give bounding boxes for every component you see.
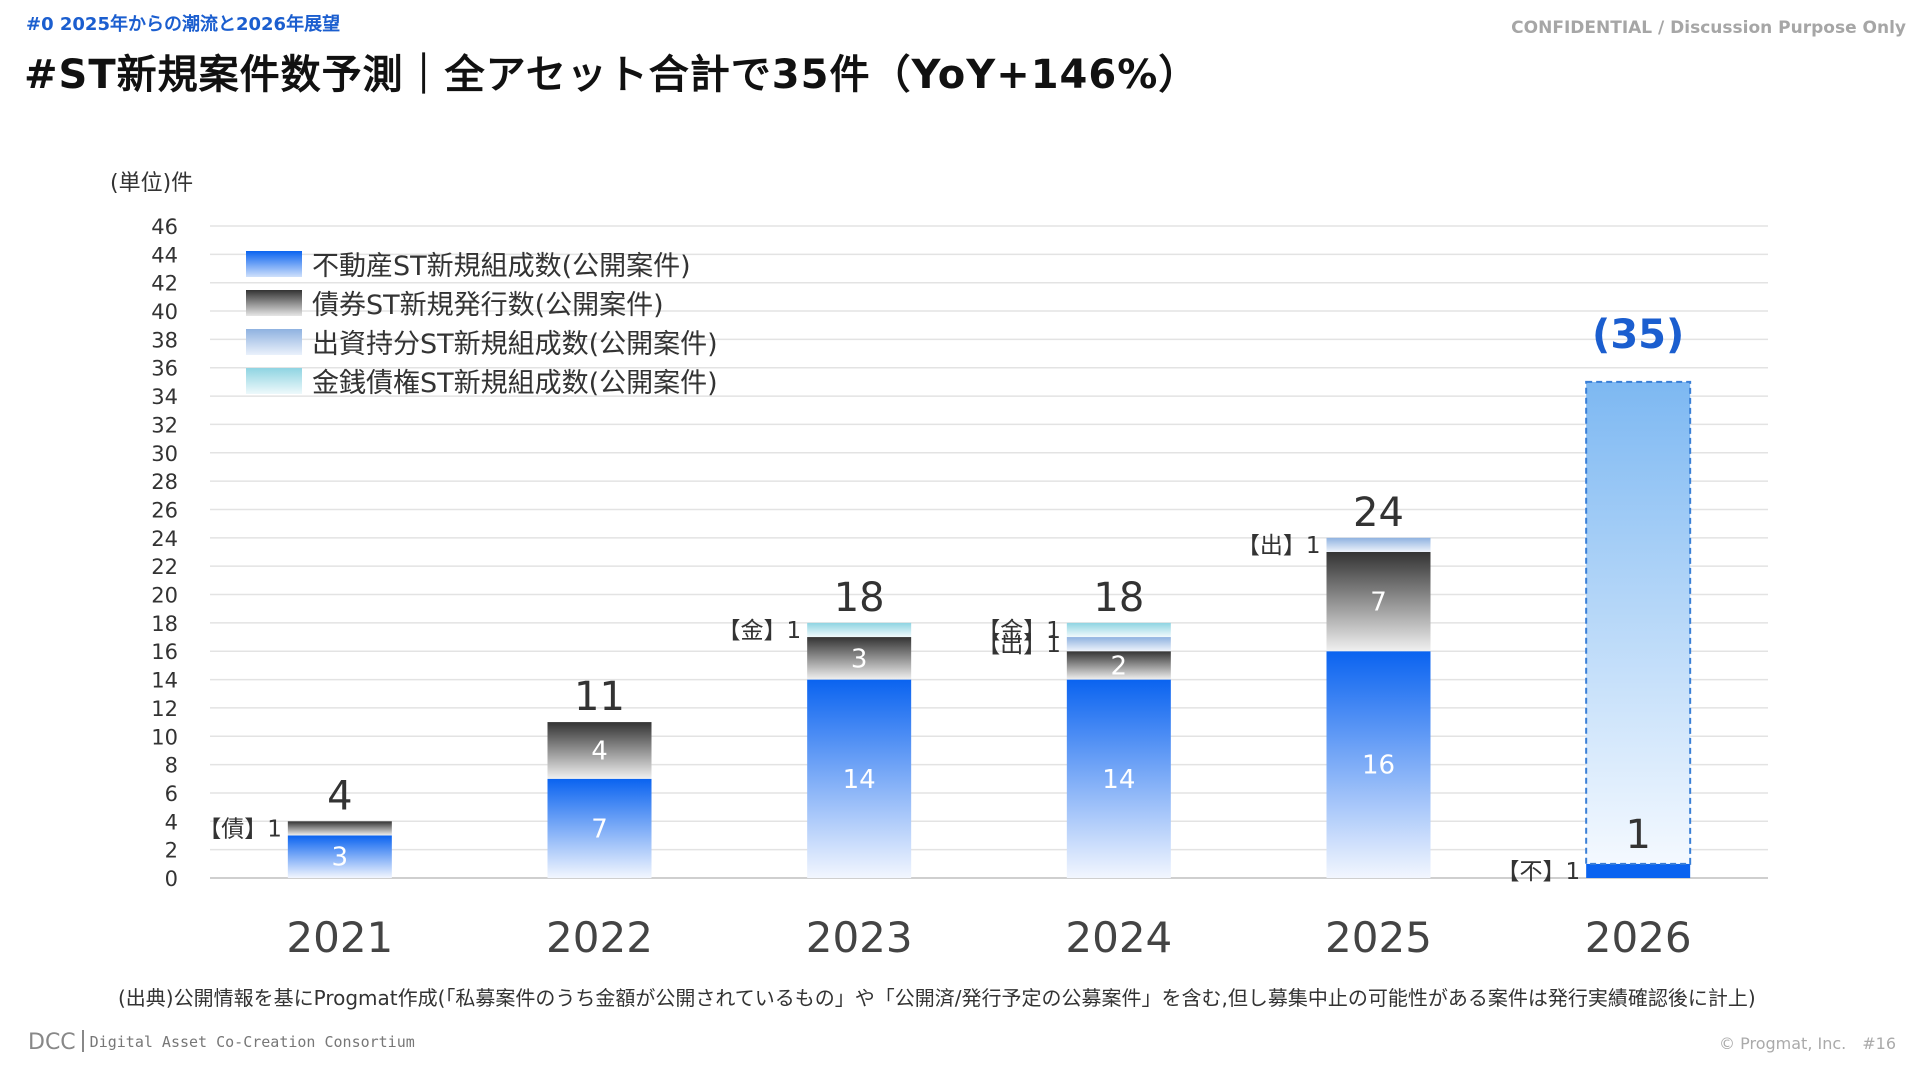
- forecast-bar-2026: [1585, 380, 1692, 865]
- bar-total-label: 4: [327, 773, 352, 819]
- data-labels: 3 7 4 14 3 14 2 16 7 (35) 4 2021 11 2022 18 2023 18 2024 2…: [198, 312, 1691, 962]
- y-tick-label: 8: [165, 754, 178, 778]
- segment-value-label: 7: [1370, 588, 1387, 618]
- y-tick-label: 28: [151, 470, 178, 494]
- legend-swatch-real-estate: [246, 250, 302, 277]
- y-tick-label: 30: [151, 442, 178, 466]
- st-forecast-chart: 0246810121416182022242628303234363840424…: [110, 171, 1768, 962]
- bar-segment-bond-2025: [1326, 552, 1431, 652]
- bar-total-label: 11: [574, 674, 625, 720]
- legend-label: 金銭債権ST新規組成数(公開案件): [312, 368, 718, 399]
- y-tick-label: 20: [151, 584, 178, 608]
- bar-segment-bond-2024: [1066, 651, 1171, 680]
- bar-segment-bond-2021: [287, 821, 392, 836]
- x-tick-label: 2026: [1585, 913, 1692, 962]
- legend-label: 債券ST新規発行数(公開案件): [312, 290, 664, 321]
- x-tick-label: 2023: [806, 913, 913, 962]
- bar-total-label: 18: [834, 575, 885, 621]
- legend-item-real-estate: 不動産ST新規組成数(公開案件): [246, 244, 718, 283]
- bar-segment-equity-2025: [1326, 537, 1431, 552]
- segment-value-label: 14: [1102, 765, 1135, 795]
- forecast-total-label: (35): [1592, 312, 1684, 358]
- x-tick-label: 2021: [286, 913, 393, 962]
- bar-segment-real_estate-2021: [287, 835, 392, 878]
- page-title: #ST新規案件数予測｜全アセット合計で35件（YoY+146%）: [24, 52, 1200, 98]
- bar-segment-real_estate-2025: [1326, 651, 1431, 878]
- bar-segment-bond-2022: [547, 722, 652, 779]
- y-tick-label: 24: [151, 527, 178, 551]
- section-label: #0 2025年からの潮流と2026年展望: [26, 14, 341, 35]
- legend-swatch-bond: [246, 289, 302, 316]
- segment-value-label: 16: [1362, 751, 1395, 781]
- side-label-monetary: 【金】1: [977, 618, 1061, 644]
- dcc-logo: DCC Digital Asset Co-Creation Consortium: [28, 1030, 415, 1055]
- segment-value-label: 3: [332, 843, 349, 873]
- copyright: © Progmat, Inc. #16: [1703, 1034, 1896, 1053]
- legend-item-equity: 出資持分ST新規組成数(公開案件): [246, 322, 718, 361]
- y-tick-label: 40: [151, 300, 178, 324]
- bar-segment-bond-2023: [807, 637, 912, 680]
- bar-total-label: 1: [1625, 812, 1650, 858]
- side-label-equity: 【出】1: [1237, 533, 1321, 559]
- y-tick-label: 32: [151, 413, 178, 437]
- side-label-monetary: 【金】1: [718, 618, 802, 644]
- y-tick-label: 14: [151, 669, 178, 693]
- y-tick-label: 42: [151, 272, 178, 296]
- y-tick-label: 26: [151, 498, 178, 522]
- y-tick-label: 18: [151, 612, 178, 636]
- segment-value-label: 3: [851, 644, 868, 674]
- y-tick-label: 6: [165, 782, 178, 806]
- y-unit-label: (単位)件: [110, 171, 193, 196]
- legend-item-bond: 債券ST新規発行数(公開案件): [246, 283, 718, 322]
- y-tick-label: 44: [151, 243, 178, 267]
- bar-segment-monetary-2023: [807, 622, 912, 638]
- bars: [287, 380, 1692, 878]
- y-tick-label: 2: [165, 839, 178, 863]
- y-tick-label: 36: [151, 357, 178, 381]
- copyright-text: © Progmat, Inc.: [1719, 1034, 1847, 1053]
- legend-item-monetary: 金銭債権ST新規組成数(公開案件): [246, 361, 718, 400]
- side-label-equity: 【出】1: [977, 632, 1061, 658]
- y-tick-label: 0: [165, 867, 178, 891]
- y-tick-label: 12: [151, 697, 178, 721]
- legend-swatch-monetary: [246, 367, 302, 394]
- segment-value-label: 7: [591, 814, 608, 844]
- page-number: #16: [1862, 1034, 1896, 1053]
- legend-label: 出資持分ST新規組成数(公開案件): [312, 329, 718, 360]
- logo-short: DCC: [28, 1030, 76, 1055]
- bar-segment-monetary-2024: [1066, 622, 1171, 638]
- y-tick-label: 16: [151, 640, 178, 664]
- bar-segment-real_estate-2022: [547, 778, 652, 878]
- side-label-bond: 【債】1: [198, 816, 282, 842]
- y-tick-label: 22: [151, 555, 178, 579]
- bar-total-label: 18: [1093, 575, 1144, 621]
- side-label-real_estate: 【不】1: [1497, 859, 1581, 885]
- bar-segment-real_estate-2024: [1066, 679, 1171, 878]
- y-tick-label: 4: [165, 810, 178, 834]
- x-tick-label: 2025: [1325, 913, 1432, 962]
- y-tick-label: 34: [151, 385, 178, 409]
- bar-total-label: 24: [1353, 490, 1404, 536]
- bar-segment-equity-2024: [1066, 637, 1171, 652]
- bar-segment-real_estate-2023: [807, 679, 912, 878]
- segment-value-label: 4: [591, 736, 608, 766]
- y-tick-label: 46: [151, 215, 178, 239]
- source-note: (出典)公開情報を基にProgmat作成(「私募案件のうち金額が公開されているも…: [118, 986, 1756, 1010]
- y-tick-label: 38: [151, 328, 178, 352]
- legend-label: 不動産ST新規組成数(公開案件): [312, 251, 691, 282]
- x-tick-label: 2022: [546, 913, 653, 962]
- y-tick-label: 10: [151, 725, 178, 749]
- x-tick-label: 2024: [1065, 913, 1172, 962]
- logo-org: Digital Asset Co-Creation Consortium: [89, 1033, 415, 1051]
- segment-value-label: 14: [843, 765, 876, 795]
- segment-value-label: 2: [1111, 651, 1128, 681]
- grid-lines: 0246810121416182022242628303234363840424…: [110, 171, 1768, 891]
- bar-segment-real_estate-2026: [1586, 863, 1691, 878]
- confidential-label: CONFIDENTIAL / Discussion Purpose Only: [1511, 18, 1906, 38]
- chart-legend: 不動産ST新規組成数(公開案件) 債券ST新規発行数(公開案件) 出資持分ST新…: [246, 244, 718, 400]
- legend-swatch-equity: [246, 328, 302, 355]
